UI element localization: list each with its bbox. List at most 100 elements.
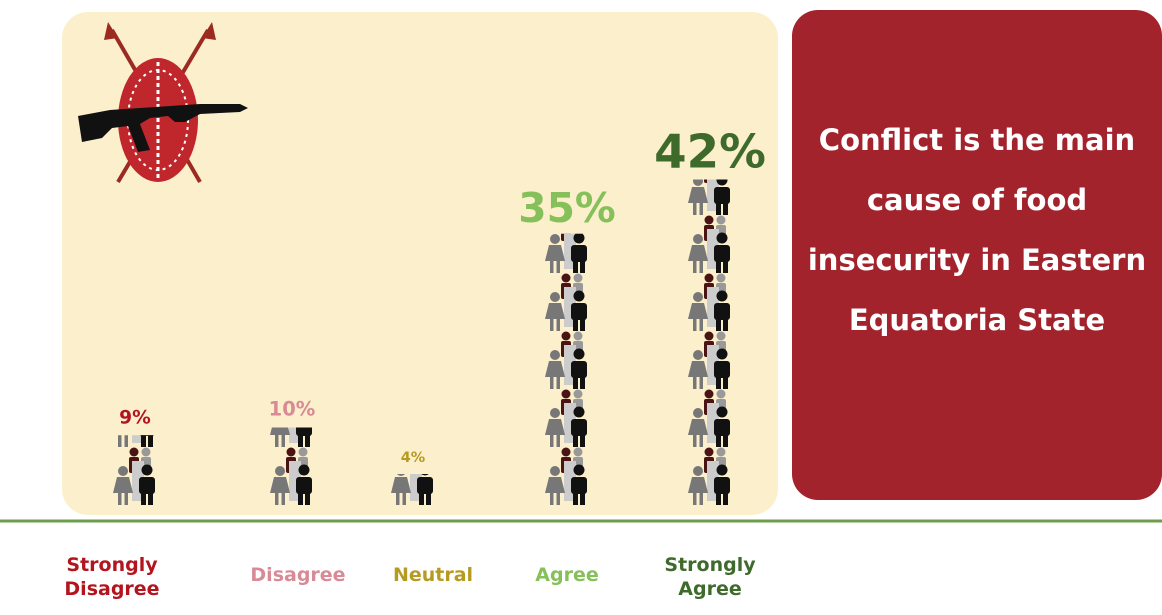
pictogram-bar [391,474,433,505]
category-label: Agree [535,564,599,586]
icon-part [716,389,726,399]
icon-part [421,474,429,476]
icon-part [124,435,128,447]
icon-part [573,406,585,418]
icon-part [716,375,721,389]
icon-part [580,375,585,389]
icon-part [270,427,290,435]
category-label: Neutral [392,564,474,586]
icon-part [573,433,578,447]
icon-part [275,493,279,505]
icon-part [723,201,728,215]
icon-part [699,377,703,389]
icon-part [305,433,310,447]
pictogram-bar [688,179,730,505]
icon-part [716,201,721,215]
icon-part [571,361,587,378]
icon-part [550,234,560,244]
icon-part [699,493,703,505]
icon-part [580,259,585,273]
pictogram-bar [270,427,312,505]
icon-part [714,303,730,320]
icon-part [693,377,697,389]
icon-part [573,348,585,360]
icon-part [118,493,122,505]
icon-part [688,477,708,493]
icon-part [573,389,583,399]
icon-part [714,361,730,378]
icon-part [716,273,726,283]
icon-part [704,331,714,341]
category-label: Strongly Agree [664,554,756,600]
icon-part [693,203,697,215]
icon-part [573,331,583,341]
icon-part [281,435,285,447]
icon-part [714,187,730,204]
icon-part [397,474,405,476]
icon-part [270,477,290,493]
icon-part [693,179,703,186]
icon-part [417,477,433,494]
panel [62,12,778,515]
category-label: Strongly Disagree [64,554,160,600]
icon-part [298,447,308,457]
icon-part [723,259,728,273]
icon-part [571,419,587,436]
icon-part [550,466,560,476]
icon-part [550,435,554,447]
icon-part [305,491,310,505]
icon-part [298,491,303,505]
icon-part [716,259,721,273]
icon-part [688,245,708,261]
icon-part [699,435,703,447]
icon-part [141,464,153,476]
icon-part [699,261,703,273]
icon-part [141,491,146,505]
icon-part [298,464,310,476]
icon-part [716,179,728,186]
icon-part [693,319,697,331]
icon-part [573,259,578,273]
pictogram-bar [545,233,587,505]
title-box [792,10,1162,500]
icon-part [113,477,133,493]
icon-part [693,350,703,360]
icon-part [561,447,571,457]
icon-part [716,433,721,447]
icon-part [580,317,585,331]
icon-part [139,477,155,494]
icon-part [693,408,703,418]
icon-part [716,491,721,505]
icon-part [545,361,565,377]
icon-part [573,447,583,457]
title: Conflict is the main cause of food insec… [807,123,1147,337]
value-label: 42% [654,126,766,180]
icon-part [545,303,565,319]
icon-part [704,215,714,225]
icon-part [716,215,726,225]
icon-part [688,187,708,203]
icon-part [550,493,554,505]
icon-part [275,466,285,476]
icon-part [714,477,730,494]
pictogram-bar [113,435,155,505]
icon-part [573,464,585,476]
value-label: 10% [269,398,316,421]
icon-part [556,435,560,447]
icon-part [573,317,578,331]
icon-part [561,331,571,341]
icon-part [396,493,400,505]
icon-part [693,493,697,505]
icon-part [556,493,560,505]
icon-part [148,435,153,447]
icon-part [556,261,560,273]
icon-part [296,477,312,494]
icon-part [118,466,128,476]
icon-part [688,303,708,319]
icon-part [286,447,296,457]
icon-part [298,433,303,447]
icon-part [550,350,560,360]
icon-part [699,203,703,215]
